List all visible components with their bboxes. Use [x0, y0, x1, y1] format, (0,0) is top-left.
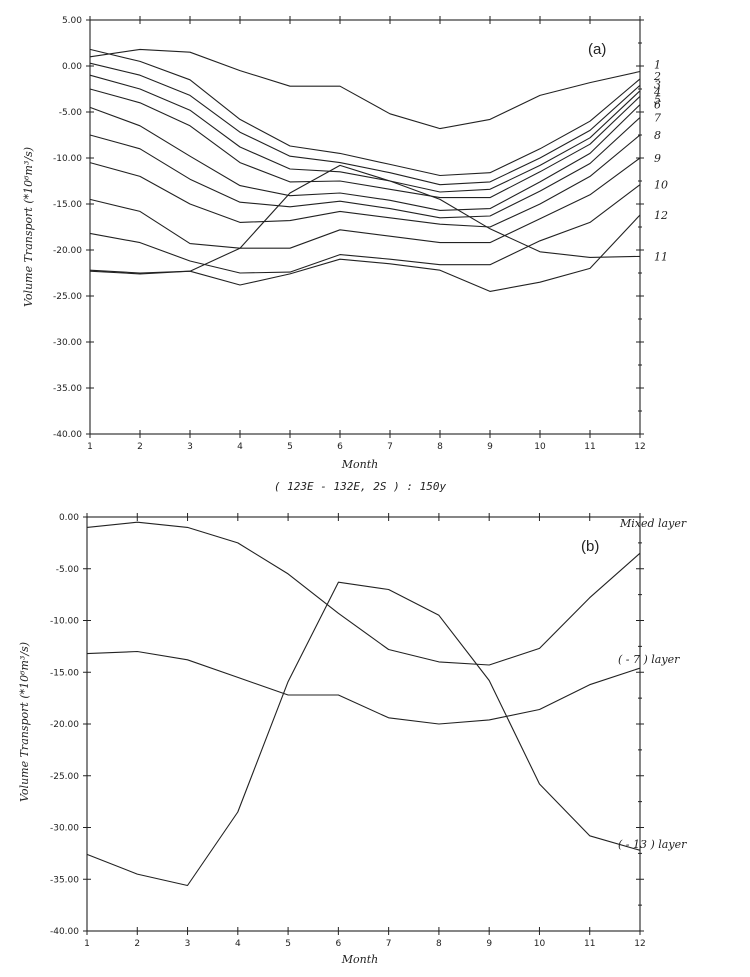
panel-b-series-label: Mixed layer: [619, 517, 687, 530]
panel-b-x-tick-label: 12: [634, 939, 645, 949]
panel-b-y-tick-label: -25.00: [50, 772, 79, 782]
panel-b-series-group: [86, 521, 641, 887]
panel-b-x-tick-label: 9: [486, 939, 492, 949]
panel-a-y-ticks: 5.00 0.00 -5.00 -10.00 -15.00 -20.00 -25.00 -30…: [53, 16, 644, 440]
panel-a-y-tick-label: -15.00: [53, 200, 82, 210]
panel-a-x-ticks: 1 2 3 4 5 6 7 8 9 10 11 12: [87, 16, 646, 452]
panel-b-series-line-1: [86, 521, 641, 666]
panel-b: 0.00 -5.00 -10.00 -15.00 -20.00 -25.00 -30.00 -…: [18, 513, 687, 966]
panel-a-caption: ( 123E - 132E, 2S ) : 150y: [274, 480, 447, 493]
panel-b-series-labels: Mixed layer ( - 7 ) layer ( - 13 ) layer: [618, 517, 687, 851]
panel-a-series-label: 4: [653, 86, 661, 99]
panel-b-x-tick-label: 6: [335, 939, 341, 949]
panel-a-series-line-3: [89, 62, 641, 186]
panel-b-y-ticks: 0.00 -5.00 -10.00 -15.00 -20.00 -25.00 -30.00 -…: [50, 513, 644, 937]
panel-b-y-tick-label: -35.00: [50, 875, 79, 885]
panel-a-series-line-12: [89, 214, 641, 292]
panel-a-y-tick-label: -35.00: [53, 384, 82, 394]
panel-a-series-label: 5: [654, 93, 661, 106]
panel-b-x-tick-label: 4: [235, 939, 241, 949]
panel-b-x-tick-label: 11: [584, 939, 595, 949]
panel-b-x-ticks: 1 2 3 4 5 6 7 8 9 10 11 12: [84, 513, 646, 949]
panel-a-x-tick-label: 8: [437, 442, 443, 452]
panel-a-x-tick-label: 6: [337, 442, 343, 452]
panel-a-y-tick-label: -30.00: [53, 338, 82, 348]
panel-a-y-tick-label: -40.00: [53, 430, 82, 440]
panel-a-x-tick-label: 1: [87, 442, 93, 452]
panel-a-x-tick-label: 11: [584, 442, 595, 452]
panel-a-series-line-4: [89, 74, 641, 193]
panel-a-series-line-10: [89, 184, 641, 274]
panel-b-x-tick-label: 5: [285, 939, 291, 949]
panel-b-y-tick-label: -30.00: [50, 824, 79, 834]
panel-a-series-label: 6: [654, 99, 661, 112]
panel-a-x-tick-label: 3: [187, 442, 193, 452]
panel-b-x-tick-label: 2: [134, 939, 140, 949]
panel-a-series-label: 10: [654, 179, 668, 192]
panel-b-x-axis-label: Month: [341, 953, 378, 966]
panel-a-series-label: 12: [654, 209, 668, 222]
panel-a-plot-frame: [89, 19, 641, 435]
panel-a-tag: (a): [588, 41, 606, 58]
panel-a-y-tick-label: -25.00: [53, 292, 82, 302]
panel-a-x-tick-label: 12: [634, 442, 645, 452]
panel-a-series-line-1: [89, 48, 641, 130]
panel-a-series-label: 1: [654, 59, 661, 72]
panel-b-y-tick-label: -20.00: [50, 720, 79, 730]
panel-b-y-tick-label: -15.00: [50, 668, 79, 678]
panel-b-x-tick-label: 1: [84, 939, 90, 949]
panel-a-y-tick-label: 5.00: [62, 16, 82, 26]
panel-a-x-tick-label: 7: [387, 442, 393, 452]
panel-a-y-tick-label: -20.00: [53, 246, 82, 256]
panel-b-x-tick-label: 7: [386, 939, 392, 949]
panel-b-tag: (b): [581, 538, 599, 555]
panel-a-series-label: 9: [654, 152, 661, 165]
panel-b-x-tick-label: 3: [185, 939, 191, 949]
panel-b-series-label: ( - 13 ) layer: [618, 838, 687, 851]
panel-a-series-label: 3: [654, 78, 661, 91]
panel-b-plot-frame: [86, 516, 641, 932]
panel-a-y-tick-label: 0.00: [62, 62, 82, 72]
panel-a-series-group: [89, 48, 641, 292]
panel-a-series-line-8: [89, 134, 641, 228]
panel-a-x-tick-label: 4: [237, 442, 243, 452]
panel-b-x-tick-label: 8: [436, 939, 442, 949]
panel-a-x-tick-label: 2: [137, 442, 143, 452]
panel-a-series-line-5: [89, 88, 641, 199]
panel-a-series-label: 7: [654, 112, 661, 125]
panel-a-series-line-6: [89, 104, 641, 211]
panel-b-y-tick-label: -10.00: [50, 617, 79, 627]
panel-a-y-axis-label: Volume Transport (*10⁶m³/s): [22, 147, 35, 307]
panel-a-series-label: 2: [653, 70, 661, 83]
panel-a-series-line-9: [89, 157, 641, 249]
panel-b-y-tick-label: -5.00: [56, 565, 80, 575]
panel-b-series-label: ( - 7 ) layer: [618, 653, 680, 666]
panel-a-x-tick-label: 5: [287, 442, 293, 452]
panel-a-x-tick-label: 10: [534, 442, 546, 452]
panel-a-series-label: 8: [654, 129, 661, 142]
panel-a-y-tick-label: -5.00: [59, 108, 83, 118]
panel-a-series-line-7: [89, 117, 641, 219]
panel-a-y-tick-label: -10.00: [53, 154, 82, 164]
panel-b-x-tick-label: 10: [534, 939, 546, 949]
panel-b-y-tick-label: -40.00: [50, 927, 79, 937]
panel-a-series-line-2: [89, 48, 641, 177]
panel-b-series-line-2: [86, 650, 641, 725]
panel-b-y-axis-label: Volume Transport (*10⁶m³/s): [18, 642, 31, 802]
panel-a-series-label: 11: [654, 250, 668, 263]
panel-b-y-tick-label: 0.00: [59, 513, 79, 523]
panel-b-series-line-3: [86, 581, 641, 887]
panel-a-x-tick-label: 9: [487, 442, 493, 452]
panel-a: 5.00 0.00 -5.00 -10.00 -15.00 -20.00 -25.00 -30…: [22, 16, 668, 493]
panel-a-x-axis-label: Month: [341, 458, 378, 471]
